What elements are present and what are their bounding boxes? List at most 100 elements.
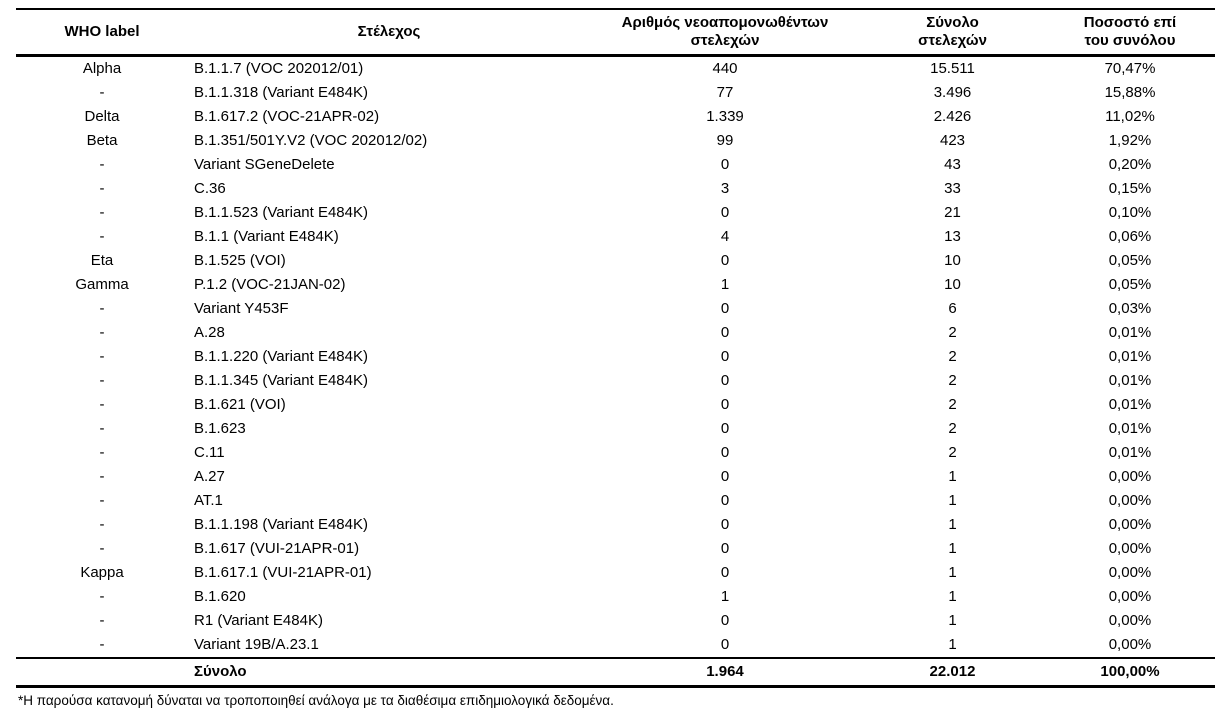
new-isolates-cell: 1	[720, 588, 730, 605]
strain-cell: B.1.617.1 (VUI-21APR-01)	[194, 564, 372, 581]
who-label-cell: Eta	[90, 252, 114, 269]
table-row: - B.1.621 (VOI) 0 2 0,01%	[16, 393, 1215, 417]
total-strains-cell: 2.426	[933, 108, 972, 125]
new-isolates-cell: 0	[720, 204, 730, 221]
who-label-cell: -	[99, 612, 105, 629]
percentage-cell: 0,01%	[1108, 348, 1152, 365]
total-strains-cell: 21	[944, 204, 961, 221]
total-row: Σύνολο 1.964 22.012 100,00%	[16, 658, 1215, 687]
percentage-cell: 0,01%	[1108, 372, 1152, 389]
strain-cell: B.1.620	[194, 588, 246, 605]
who-label-cell: -	[99, 324, 105, 341]
new-isolates-cell: 0	[720, 324, 730, 341]
table-row: - B.1.620 1 1 0,00%	[16, 585, 1215, 609]
strain-cell: B.1.623	[194, 420, 246, 437]
table-row: Alpha B.1.1.7 (VOC 202012/01) 440 15.511 70,…	[16, 56, 1215, 82]
new-isolates-cell: 0	[720, 156, 730, 173]
who-label-cell: -	[99, 300, 105, 317]
who-label-cell: -	[99, 156, 105, 173]
percentage-cell: 0,00%	[1108, 564, 1152, 581]
percentage-cell: 0,06%	[1108, 228, 1152, 245]
who-label-cell: -	[99, 516, 105, 533]
table-row: - B.1.1.345 (Variant E484K) 0 2 0,01%	[16, 369, 1215, 393]
total-strains-cell: 1	[948, 588, 957, 605]
table-row: - C.36 3 33 0,15%	[16, 177, 1215, 201]
new-isolates-cell: 0	[720, 540, 730, 557]
column-header-who-label: WHO label	[64, 23, 140, 40]
column-header-percentage: Ποσοστό επί του συνόλου	[1083, 14, 1177, 49]
table-row: - B.1.1.523 (Variant E484K) 0 21 0,10%	[16, 201, 1215, 225]
who-label-cell: -	[99, 468, 105, 485]
total-strains-cell: 1	[948, 540, 957, 557]
table-row: Gamma P.1.2 (VOC-21JAN-02) 1 10 0,05%	[16, 273, 1215, 297]
column-header-new-isolates: Αριθμός νεοαπομονωθέντων στελεχών	[621, 14, 829, 49]
percentage-cell: 0,01%	[1108, 420, 1152, 437]
table-row: - A.28 0 2 0,01%	[16, 321, 1215, 345]
new-isolates-cell: 0	[720, 492, 730, 509]
total-strains-cell: 15.511	[930, 60, 975, 77]
total-strains-cell: 1	[948, 468, 957, 485]
table-row: - B.1.1 (Variant E484K) 4 13 0,06%	[16, 225, 1215, 249]
percentage-cell: 0,05%	[1108, 276, 1152, 293]
percentage-cell: 0,03%	[1108, 300, 1152, 317]
new-isolates-cell: 4	[720, 228, 730, 245]
percentage-cell: 0,00%	[1108, 516, 1152, 533]
new-isolates-cell: 0	[720, 372, 730, 389]
percentage-cell: 0,01%	[1108, 324, 1152, 341]
who-label-cell: Beta	[86, 132, 118, 149]
total-strains-cell: 2	[948, 420, 957, 437]
new-isolates-cell: 1	[720, 276, 730, 293]
strain-cell: C.11	[194, 444, 225, 461]
percentage-cell: 70,47%	[1104, 60, 1156, 77]
who-label-cell: Delta	[84, 108, 120, 125]
table-body: Alpha B.1.1.7 (VOC 202012/01) 440 15.511 70,…	[16, 56, 1215, 659]
percentage-cell: 15,88%	[1104, 84, 1156, 101]
new-isolates-cell: 77	[716, 84, 734, 101]
table-row: - B.1.623 0 2 0,01%	[16, 417, 1215, 441]
strain-cell: B.1.1.7 (VOC 202012/01)	[194, 60, 364, 77]
percentage-cell: 0,00%	[1108, 588, 1152, 605]
percentage-cell: 0,00%	[1108, 636, 1152, 653]
who-label-cell: Gamma	[75, 276, 129, 293]
total-strains-cell: 6	[948, 300, 957, 317]
total-strains-cell: 10	[944, 276, 961, 293]
who-label-cell: -	[99, 396, 105, 413]
table-row: Delta B.1.617.2 (VOC-21APR-02) 1.339 2.426 1…	[16, 105, 1215, 129]
new-isolates-cell: 0	[720, 420, 730, 437]
total-strains-cell: 1	[948, 564, 957, 581]
new-isolates-cell: 0	[720, 636, 730, 653]
new-isolates-cell: 440	[712, 60, 738, 77]
table-row: - A.27 0 1 0,00%	[16, 465, 1215, 489]
who-label-cell: -	[99, 420, 105, 437]
strain-cell: B.1.1.198 (Variant E484K)	[194, 516, 368, 533]
table-row: - B.1.617 (VUI-21APR-01) 0 1 0,00%	[16, 537, 1215, 561]
percentage-cell: 0,01%	[1108, 444, 1152, 461]
strain-cell: Variant SGeneDelete	[194, 156, 335, 173]
who-label-cell: -	[99, 636, 105, 653]
table-row: Eta B.1.525 (VOI) 0 10 0,05%	[16, 249, 1215, 273]
strain-cell: B.1.617 (VUI-21APR-01)	[194, 540, 360, 557]
who-label-cell: -	[99, 444, 105, 461]
table-row: - Variant Y453F 0 6 0,03%	[16, 297, 1215, 321]
footnote: *Η παρούσα κατανομή δύναται να τροποποιη…	[18, 693, 614, 708]
percentage-cell: 0,15%	[1108, 180, 1152, 197]
who-label-cell: -	[99, 492, 105, 509]
strain-cell: B.1.1.318 (Variant E484K)	[194, 84, 368, 101]
total-strains-cell: 2	[948, 348, 957, 365]
strain-cell: B.1.1 (Variant E484K)	[194, 228, 339, 245]
total-strains-cell: 13	[944, 228, 961, 245]
total-strains-cell: 1	[948, 636, 957, 653]
new-isolates-cell: 0	[720, 612, 730, 629]
who-label-cell: Alpha	[82, 60, 122, 77]
total-strains-cell: 1	[948, 492, 957, 509]
new-isolates-cell: 0	[720, 564, 730, 581]
strain-cell: B.1.351/501Y.V2 (VOC 202012/02)	[194, 132, 428, 149]
new-isolates-cell: 99	[716, 132, 734, 149]
strain-cell: Variant Y453F	[194, 300, 289, 317]
table-row: - AT.1 0 1 0,00%	[16, 489, 1215, 513]
column-header-strain: Στέλεχος	[357, 23, 421, 40]
new-isolates-cell: 0	[720, 444, 730, 461]
who-label-cell: -	[99, 588, 105, 605]
total-strains-cell: 1	[948, 612, 957, 629]
